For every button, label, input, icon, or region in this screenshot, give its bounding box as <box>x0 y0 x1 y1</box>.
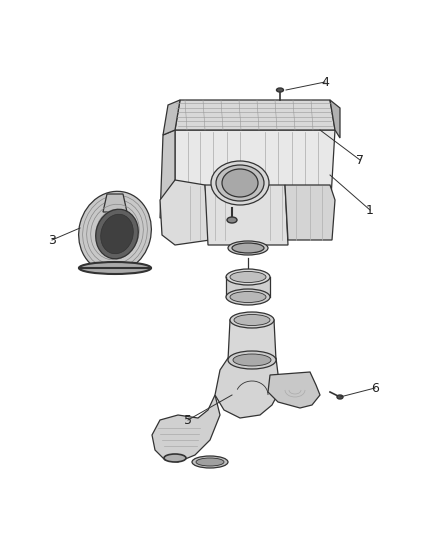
Polygon shape <box>163 100 180 135</box>
Ellipse shape <box>227 217 237 223</box>
Polygon shape <box>205 185 288 245</box>
Ellipse shape <box>337 395 343 399</box>
Ellipse shape <box>192 456 228 468</box>
Text: 1: 1 <box>366 204 374 216</box>
Polygon shape <box>103 194 127 212</box>
Polygon shape <box>330 100 340 138</box>
Ellipse shape <box>276 88 283 92</box>
Polygon shape <box>160 180 210 245</box>
Ellipse shape <box>79 262 151 274</box>
Text: 7: 7 <box>356 154 364 166</box>
Ellipse shape <box>230 271 266 282</box>
Polygon shape <box>215 358 280 418</box>
Ellipse shape <box>233 354 271 366</box>
Ellipse shape <box>230 292 266 303</box>
Polygon shape <box>175 130 335 215</box>
Ellipse shape <box>216 165 264 201</box>
Polygon shape <box>226 277 270 297</box>
Ellipse shape <box>79 191 152 273</box>
Ellipse shape <box>196 458 224 466</box>
Ellipse shape <box>226 289 270 305</box>
Ellipse shape <box>96 209 138 259</box>
Text: 5: 5 <box>184 414 192 426</box>
Ellipse shape <box>226 269 270 285</box>
Ellipse shape <box>230 312 274 328</box>
Ellipse shape <box>164 454 186 462</box>
Polygon shape <box>228 320 276 360</box>
Text: 4: 4 <box>321 76 329 88</box>
Polygon shape <box>175 100 335 130</box>
Polygon shape <box>152 395 220 462</box>
Polygon shape <box>285 185 335 240</box>
Text: 6: 6 <box>371 382 379 394</box>
Ellipse shape <box>211 161 269 205</box>
Ellipse shape <box>228 241 268 255</box>
Ellipse shape <box>232 243 264 253</box>
Ellipse shape <box>101 214 133 254</box>
Ellipse shape <box>234 314 270 326</box>
Ellipse shape <box>228 351 276 369</box>
Text: 3: 3 <box>48 233 56 246</box>
Polygon shape <box>175 215 330 230</box>
Ellipse shape <box>222 169 258 197</box>
Polygon shape <box>268 372 320 408</box>
Polygon shape <box>160 130 175 218</box>
